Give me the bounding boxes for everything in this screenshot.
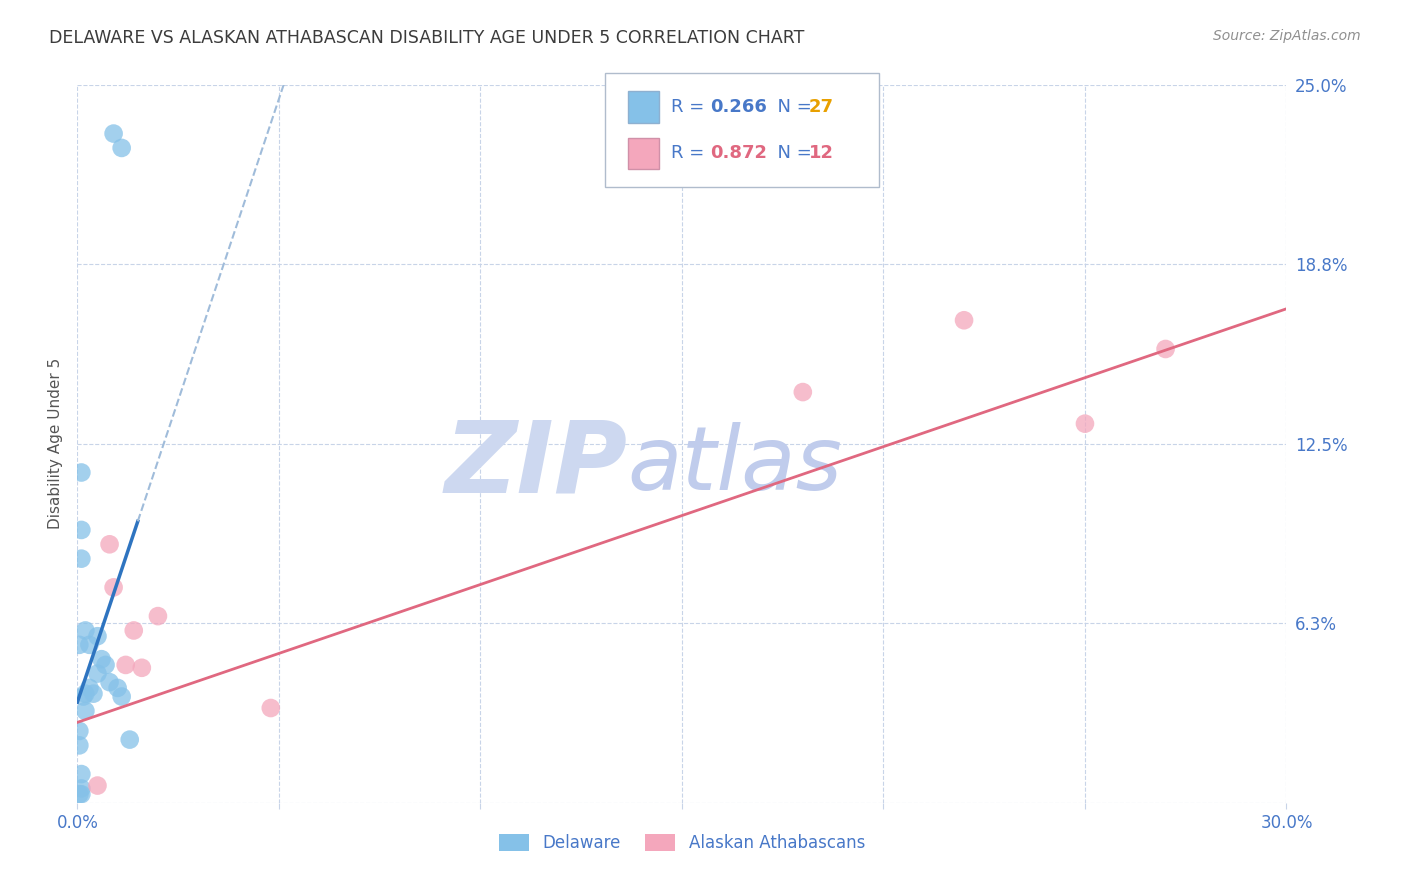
Text: atlas: atlas bbox=[627, 422, 842, 508]
Point bbox=[86, 629, 108, 643]
Text: R =: R = bbox=[671, 98, 710, 116]
Point bbox=[792, 385, 814, 400]
Point bbox=[70, 466, 93, 480]
Text: R =: R = bbox=[671, 145, 710, 162]
Point bbox=[67, 787, 90, 801]
Point bbox=[1154, 342, 1177, 356]
Point bbox=[111, 690, 134, 704]
Point bbox=[98, 675, 121, 690]
Point bbox=[67, 638, 90, 652]
Point bbox=[103, 581, 125, 595]
Point bbox=[70, 523, 93, 537]
Point bbox=[67, 724, 90, 739]
Point bbox=[79, 681, 101, 695]
Point bbox=[146, 609, 169, 624]
Text: DELAWARE VS ALASKAN ATHABASCAN DISABILITY AGE UNDER 5 CORRELATION CHART: DELAWARE VS ALASKAN ATHABASCAN DISABILIT… bbox=[49, 29, 804, 46]
Point bbox=[131, 661, 153, 675]
Point bbox=[70, 767, 93, 781]
Point bbox=[72, 690, 94, 704]
Point bbox=[70, 781, 93, 796]
Text: ZIP: ZIP bbox=[444, 417, 627, 514]
Point bbox=[67, 739, 90, 753]
Legend: Delaware, Alaskan Athabascans: Delaware, Alaskan Athabascans bbox=[492, 828, 872, 859]
Point bbox=[94, 657, 117, 672]
Point bbox=[75, 687, 97, 701]
Point bbox=[114, 657, 136, 672]
Point bbox=[107, 681, 129, 695]
Point bbox=[122, 624, 145, 638]
Text: Source: ZipAtlas.com: Source: ZipAtlas.com bbox=[1213, 29, 1361, 43]
Text: N =: N = bbox=[766, 145, 818, 162]
Point bbox=[953, 313, 976, 327]
Point bbox=[82, 687, 104, 701]
Point bbox=[70, 551, 93, 566]
Point bbox=[260, 701, 283, 715]
Text: 0.266: 0.266 bbox=[710, 98, 766, 116]
Text: N =: N = bbox=[766, 98, 818, 116]
Point bbox=[75, 704, 97, 718]
Point bbox=[103, 127, 125, 141]
Point bbox=[70, 787, 93, 801]
Y-axis label: Disability Age Under 5: Disability Age Under 5 bbox=[48, 359, 63, 529]
Point bbox=[98, 537, 121, 551]
Point bbox=[1074, 417, 1097, 431]
Point bbox=[86, 666, 108, 681]
Text: 12: 12 bbox=[808, 145, 834, 162]
Point bbox=[111, 141, 134, 155]
Point bbox=[118, 732, 141, 747]
Point bbox=[90, 652, 112, 666]
Point bbox=[79, 638, 101, 652]
Text: 27: 27 bbox=[808, 98, 834, 116]
Text: 0.872: 0.872 bbox=[710, 145, 768, 162]
Point bbox=[86, 779, 108, 793]
Point bbox=[75, 624, 97, 638]
